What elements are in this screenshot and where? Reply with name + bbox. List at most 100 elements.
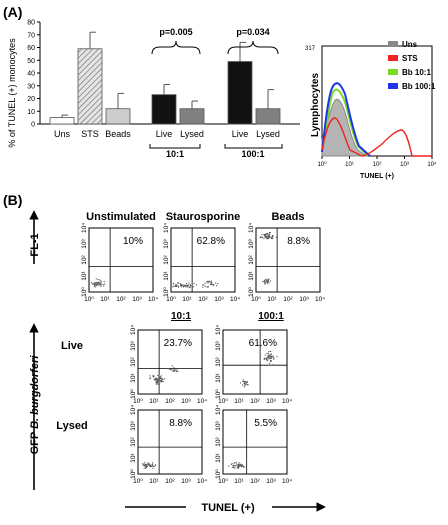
scatter-dot <box>230 463 232 465</box>
scatter-dot <box>268 358 270 360</box>
col-header-100-1: 100:1 <box>258 311 284 322</box>
scatter-dot <box>152 467 154 469</box>
scatter-dot <box>185 286 187 288</box>
scatter-dot <box>143 464 146 466</box>
scatter-dot <box>94 282 96 284</box>
scatter-dot <box>152 375 154 377</box>
scatter-x-tick: 10⁰ <box>218 478 228 485</box>
scatter-dot <box>267 352 269 354</box>
scatter-x-tick: 10² <box>250 398 260 405</box>
scatter-dot <box>271 238 273 240</box>
scatter-dot <box>100 283 102 285</box>
scatter-dot <box>95 283 97 285</box>
scatter-dot <box>215 282 217 284</box>
scatter-dot <box>154 464 156 466</box>
hist-x-tick-label: 10¹ <box>345 162 354 168</box>
scatter-dot <box>145 465 147 467</box>
scatter-dot <box>153 378 155 380</box>
scatter-dot <box>162 381 164 383</box>
scatter-dot <box>188 287 190 289</box>
scatter-dot <box>157 378 159 380</box>
bar <box>77 48 103 125</box>
scatter-dot <box>263 358 265 360</box>
p-bracket-10-1 <box>151 40 201 55</box>
scatter-y-tick: 10² <box>163 254 170 264</box>
scatter-dot <box>265 357 267 359</box>
scatter-dot <box>158 380 160 382</box>
scatter-x-tick: 10⁰ <box>218 398 228 405</box>
scatter-y-tick: 10² <box>81 254 88 264</box>
scatter-dot <box>204 285 206 287</box>
scatter-dot <box>156 378 158 380</box>
scatter-dot <box>189 286 191 288</box>
scatter-dot <box>259 236 261 238</box>
bar-y-tick-label: 80 <box>27 20 35 27</box>
gate-percent: 23.7% <box>164 338 192 349</box>
scatter-dot <box>191 286 193 288</box>
scatter-dot <box>174 285 176 288</box>
scatter-dot <box>266 238 268 240</box>
scatter-dot <box>264 357 266 359</box>
scatter-dot <box>266 280 268 282</box>
scatter-dot <box>240 466 242 468</box>
scatter-dot <box>191 282 193 284</box>
scatter-dot <box>261 236 264 238</box>
scatter-dot <box>269 280 272 282</box>
scatter-dot <box>146 465 148 467</box>
legend-label: STS <box>402 54 418 63</box>
scatter-dot <box>94 285 96 287</box>
scatter-x-tick: 10² <box>250 478 260 485</box>
scatter-x-tick: 10² <box>283 296 293 303</box>
scatter-dot <box>148 463 150 465</box>
scatter-dot <box>160 381 162 383</box>
scatter-dot <box>237 466 239 468</box>
scatter-dot <box>155 383 157 385</box>
scatter-dot <box>100 281 102 283</box>
scatter-dot <box>152 465 154 467</box>
bar-y-label: % of TUNEL (+) monocytes <box>7 38 17 148</box>
scatter-dot <box>238 462 240 464</box>
hist-x-label: TUNEL (+) <box>360 173 394 180</box>
scatter-dot <box>211 283 213 285</box>
legend-label: Bb 10:1 <box>402 68 431 77</box>
scatter-dot <box>149 377 151 380</box>
scatter-dot <box>188 282 190 284</box>
scatter-dot <box>264 354 266 356</box>
bar-category-label: Uns <box>54 129 71 139</box>
scatter-dot <box>217 282 219 285</box>
scatter-dot <box>241 465 243 467</box>
scatter-dot <box>269 354 271 356</box>
scatter-dot <box>158 377 160 379</box>
scatter-x-tick: 10⁰ <box>133 398 143 405</box>
scatter-dot <box>239 463 241 465</box>
hist-x-tick-label: 10³ <box>400 162 409 168</box>
scatter-dot <box>232 464 235 466</box>
scatter-dot <box>264 283 266 285</box>
gfp-label: GFP B. burgdorferi <box>29 355 41 455</box>
scatter-frame <box>222 409 288 475</box>
scatter-dot <box>161 380 163 382</box>
scatter-dot <box>171 365 173 367</box>
scatter-dot <box>103 281 105 283</box>
scatter-y-tick: 10¹ <box>215 452 222 462</box>
legend-swatch <box>388 41 398 47</box>
scatter-y-tick: 10⁰ <box>163 287 170 297</box>
gate-percent: 10% <box>123 236 143 247</box>
scatter-dot <box>260 237 262 239</box>
scatter-title: Staurosporine <box>166 211 241 223</box>
scatter-y-tick: 10⁴ <box>130 405 137 415</box>
scatter-dot <box>145 467 147 469</box>
scatter-dot <box>209 281 211 283</box>
scatter-dot <box>268 351 270 353</box>
scatter-dot <box>173 285 175 287</box>
histogram: 317 Lymphocytes 10⁰ 10¹ 10² 10³ 10⁴ TUNEL (+… <box>305 40 437 180</box>
scatter-dot <box>243 466 245 468</box>
col-header-10-1: 10:1 <box>171 311 191 322</box>
scatter-dot <box>161 379 163 381</box>
scatter-dot <box>266 234 268 236</box>
scatter-dot <box>245 383 248 385</box>
scatter-y-tick: 10⁰ <box>130 469 137 479</box>
scatter-dot <box>244 384 246 386</box>
scatter-x-tick: 10⁴ <box>282 398 292 405</box>
scatter-dot <box>268 237 270 239</box>
